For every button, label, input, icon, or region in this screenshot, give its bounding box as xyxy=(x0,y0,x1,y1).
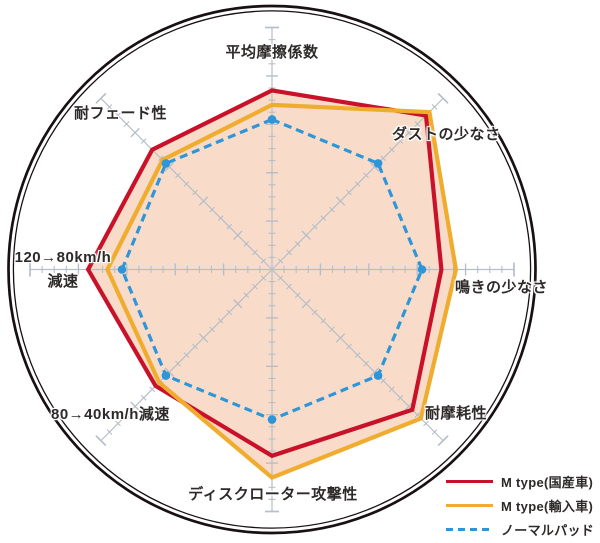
legend-label-normal-pad: ノーマルパッド xyxy=(501,522,595,538)
legend-label-m-type-import: M type(輸入車) xyxy=(501,498,594,514)
axis-label-fade-resistance: 耐フェード性 xyxy=(74,105,168,122)
legend-item-m-type-domestic: M type(国産車) xyxy=(446,469,594,493)
axis-label-line-1: 120→80km/h xyxy=(14,249,112,266)
legend: M type(国産車) M type(輸入車) ノーマルパッド xyxy=(446,469,594,541)
axis-label-low-dust: ダストの少なさ xyxy=(392,126,501,143)
axis-label-rotor-attack: ディスクローター攻撃性 xyxy=(188,486,358,503)
legend-label-m-type-domestic: M type(国産車) xyxy=(501,474,594,490)
legend-swatch-red-line xyxy=(446,479,493,483)
axis-label-line-2: 減速 xyxy=(47,273,79,290)
legend-swatch-blue-dashed-line xyxy=(446,527,493,531)
axis-label-wear-resistance: 耐摩耗性 xyxy=(425,405,488,422)
legend-item-normal-pad: ノーマルパッド xyxy=(446,517,594,541)
axis-label-80-40-decel: 80→40km/h減速 xyxy=(51,406,170,423)
axis-label-low-noise: 鳴きの少なさ xyxy=(455,279,549,296)
axis-label-120-80-decel: 120→80km/h 減速 xyxy=(8,246,118,294)
legend-item-m-type-import: M type(輸入車) xyxy=(446,493,594,517)
axis-label-avg-friction: 平均摩擦係数 xyxy=(225,44,319,61)
legend-swatch-orange-line xyxy=(446,503,493,507)
